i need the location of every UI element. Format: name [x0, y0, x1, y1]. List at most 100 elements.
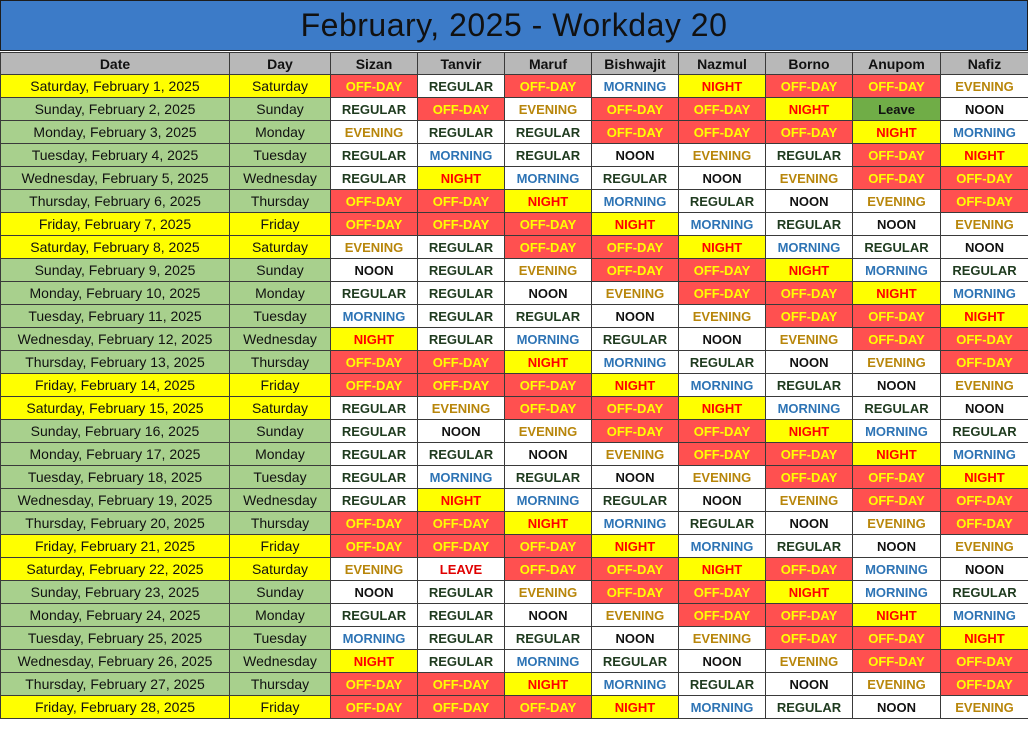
- shift-cell[interactable]: NOON: [504, 603, 592, 627]
- shift-cell[interactable]: REGULAR: [417, 235, 505, 259]
- shift-cell[interactable]: MORNING: [504, 166, 592, 190]
- day-cell[interactable]: Wednesday: [229, 488, 331, 512]
- shift-cell[interactable]: MORNING: [940, 120, 1028, 144]
- day-cell[interactable]: Tuesday: [229, 465, 331, 489]
- shift-cell[interactable]: OFF-DAY: [417, 97, 505, 121]
- shift-cell[interactable]: NOON: [330, 258, 418, 282]
- header-tanvir[interactable]: Tanvir: [417, 52, 505, 75]
- shift-cell[interactable]: OFF-DAY: [417, 672, 505, 696]
- day-cell[interactable]: Friday: [229, 534, 331, 558]
- day-cell[interactable]: Friday: [229, 212, 331, 236]
- day-cell[interactable]: Tuesday: [229, 626, 331, 650]
- shift-cell[interactable]: REGULAR: [765, 212, 853, 236]
- shift-cell[interactable]: NIGHT: [765, 419, 853, 443]
- shift-cell[interactable]: MORNING: [591, 189, 679, 213]
- shift-cell[interactable]: REGULAR: [765, 534, 853, 558]
- shift-cell[interactable]: OFF-DAY: [852, 143, 941, 167]
- shift-cell[interactable]: NIGHT: [940, 143, 1028, 167]
- shift-cell[interactable]: OFF-DAY: [504, 695, 592, 719]
- shift-cell[interactable]: EVENING: [765, 166, 853, 190]
- shift-cell[interactable]: MORNING: [765, 396, 853, 420]
- shift-cell[interactable]: REGULAR: [417, 120, 505, 144]
- shift-cell[interactable]: EVENING: [940, 212, 1028, 236]
- shift-cell[interactable]: OFF-DAY: [765, 557, 853, 581]
- shift-cell[interactable]: NIGHT: [678, 235, 766, 259]
- date-cell[interactable]: Sunday, February 9, 2025: [0, 258, 230, 282]
- shift-cell[interactable]: OFF-DAY: [504, 557, 592, 581]
- shift-cell[interactable]: NOON: [765, 511, 853, 535]
- header-day[interactable]: Day: [229, 52, 331, 75]
- shift-cell[interactable]: MORNING: [940, 442, 1028, 466]
- shift-cell[interactable]: EVENING: [330, 235, 418, 259]
- shift-cell[interactable]: REGULAR: [417, 442, 505, 466]
- shift-cell[interactable]: OFF-DAY: [765, 465, 853, 489]
- shift-cell[interactable]: MORNING: [678, 373, 766, 397]
- date-cell[interactable]: Monday, February 3, 2025: [0, 120, 230, 144]
- shift-cell[interactable]: MORNING: [591, 511, 679, 535]
- shift-cell[interactable]: OFF-DAY: [852, 327, 941, 351]
- shift-cell[interactable]: MORNING: [940, 603, 1028, 627]
- shift-cell[interactable]: OFF-DAY: [940, 350, 1028, 374]
- shift-cell[interactable]: OFF-DAY: [678, 258, 766, 282]
- shift-cell[interactable]: OFF-DAY: [940, 166, 1028, 190]
- day-cell[interactable]: Friday: [229, 695, 331, 719]
- shift-cell[interactable]: NIGHT: [765, 258, 853, 282]
- shift-cell[interactable]: OFF-DAY: [330, 695, 418, 719]
- shift-cell[interactable]: REGULAR: [591, 166, 679, 190]
- header-borno[interactable]: Borno: [765, 52, 853, 75]
- shift-cell[interactable]: EVENING: [852, 511, 941, 535]
- shift-cell[interactable]: EVENING: [940, 373, 1028, 397]
- shift-cell[interactable]: NIGHT: [417, 488, 505, 512]
- shift-cell[interactable]: OFF-DAY: [417, 189, 505, 213]
- shift-cell[interactable]: MORNING: [852, 557, 941, 581]
- shift-cell[interactable]: REGULAR: [504, 626, 592, 650]
- shift-cell[interactable]: EVENING: [504, 258, 592, 282]
- shift-cell[interactable]: REGULAR: [330, 465, 418, 489]
- shift-cell[interactable]: REGULAR: [417, 327, 505, 351]
- shift-cell[interactable]: OFF-DAY: [417, 212, 505, 236]
- day-cell[interactable]: Thursday: [229, 350, 331, 374]
- shift-cell[interactable]: OFF-DAY: [678, 97, 766, 121]
- date-cell[interactable]: Saturday, February 22, 2025: [0, 557, 230, 581]
- shift-cell[interactable]: OFF-DAY: [940, 649, 1028, 673]
- shift-cell[interactable]: EVENING: [504, 97, 592, 121]
- date-cell[interactable]: Tuesday, February 25, 2025: [0, 626, 230, 650]
- day-cell[interactable]: Friday: [229, 373, 331, 397]
- shift-cell[interactable]: NIGHT: [591, 212, 679, 236]
- day-cell[interactable]: Wednesday: [229, 327, 331, 351]
- day-cell[interactable]: Thursday: [229, 189, 331, 213]
- shift-cell[interactable]: REGULAR: [417, 603, 505, 627]
- shift-cell[interactable]: REGULAR: [852, 235, 941, 259]
- day-cell[interactable]: Wednesday: [229, 166, 331, 190]
- shift-cell[interactable]: NIGHT: [678, 396, 766, 420]
- shift-cell[interactable]: OFF-DAY: [852, 166, 941, 190]
- shift-cell[interactable]: NOON: [678, 327, 766, 351]
- shift-cell[interactable]: EVENING: [765, 649, 853, 673]
- shift-cell[interactable]: OFF-DAY: [765, 442, 853, 466]
- shift-cell[interactable]: NOON: [765, 672, 853, 696]
- shift-cell[interactable]: EVENING: [852, 672, 941, 696]
- shift-cell[interactable]: OFF-DAY: [852, 465, 941, 489]
- shift-cell[interactable]: REGULAR: [852, 396, 941, 420]
- shift-cell[interactable]: REGULAR: [591, 327, 679, 351]
- shift-cell[interactable]: OFF-DAY: [852, 488, 941, 512]
- shift-cell[interactable]: OFF-DAY: [417, 534, 505, 558]
- shift-cell[interactable]: NOON: [678, 488, 766, 512]
- shift-cell[interactable]: OFF-DAY: [765, 120, 853, 144]
- day-cell[interactable]: Saturday: [229, 396, 331, 420]
- shift-cell[interactable]: MORNING: [591, 350, 679, 374]
- day-cell[interactable]: Sunday: [229, 97, 331, 121]
- header-bishwajit[interactable]: Bishwajit: [591, 52, 679, 75]
- shift-cell[interactable]: OFF-DAY: [765, 281, 853, 305]
- shift-cell[interactable]: REGULAR: [678, 672, 766, 696]
- shift-cell[interactable]: LEAVE: [417, 557, 505, 581]
- shift-cell[interactable]: EVENING: [591, 442, 679, 466]
- shift-cell[interactable]: MORNING: [852, 419, 941, 443]
- shift-cell[interactable]: OFF-DAY: [591, 235, 679, 259]
- shift-cell[interactable]: NOON: [504, 281, 592, 305]
- shift-cell[interactable]: OFF-DAY: [765, 603, 853, 627]
- shift-cell[interactable]: MORNING: [940, 281, 1028, 305]
- shift-cell[interactable]: EVENING: [678, 304, 766, 328]
- shift-cell[interactable]: EVENING: [678, 465, 766, 489]
- day-cell[interactable]: Thursday: [229, 511, 331, 535]
